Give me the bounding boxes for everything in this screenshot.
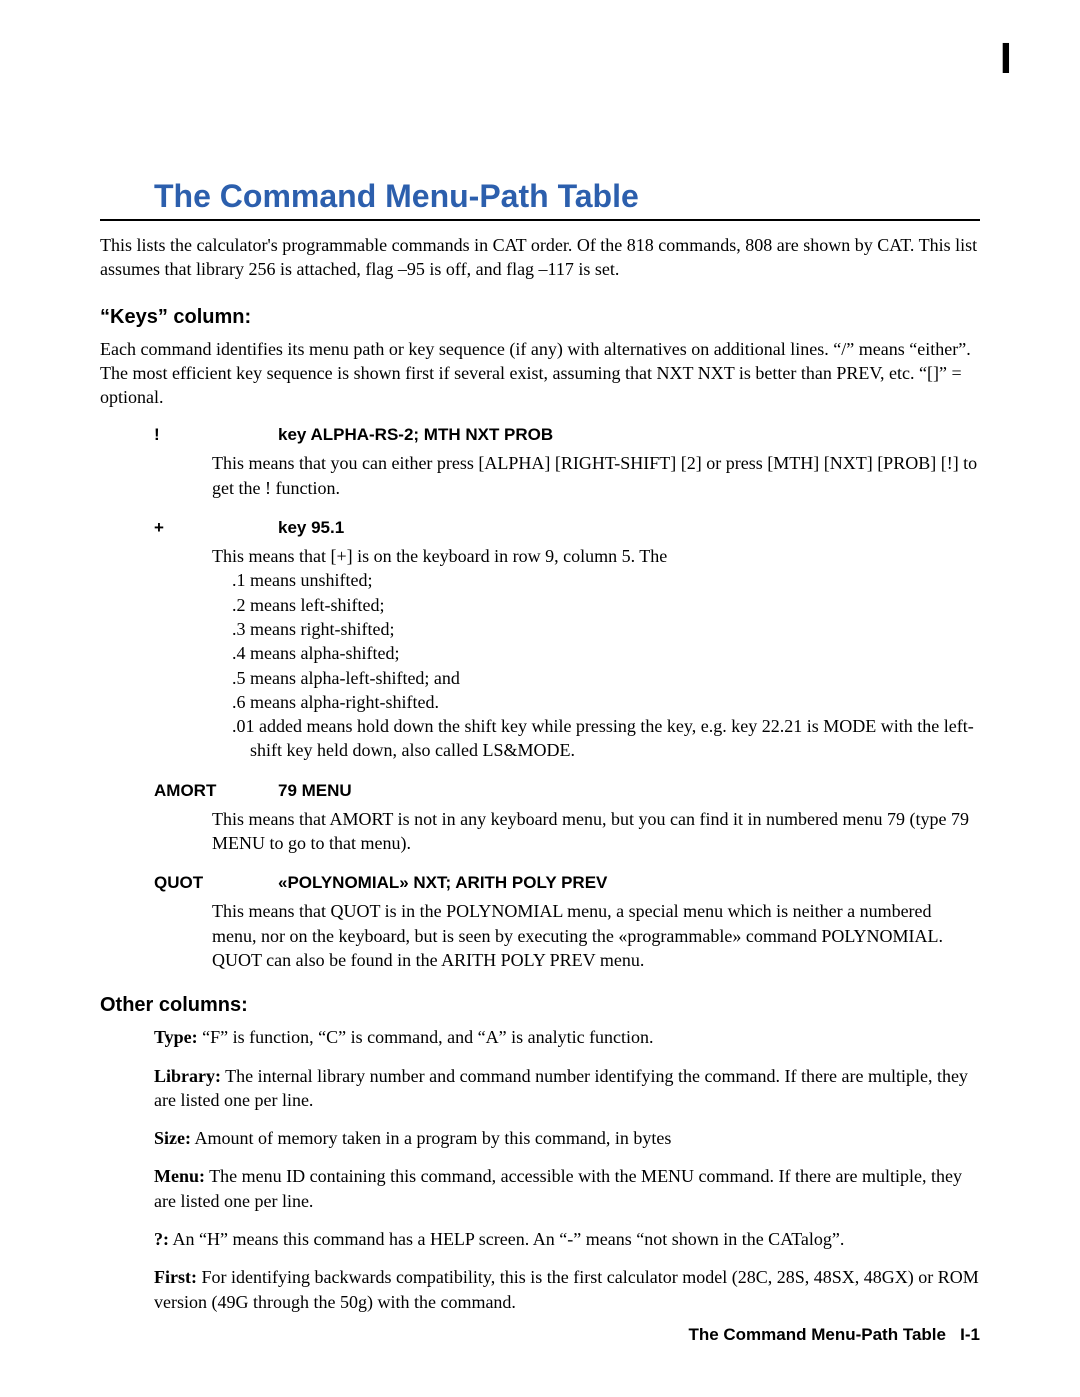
intro-paragraph: This lists the calculator's programmable…	[100, 233, 980, 282]
entry-symbol: !	[154, 425, 278, 445]
chapter-mark: I	[1000, 34, 1012, 84]
entry-key: «POLYNOMIAL» NXT; ARITH POLY PREV	[278, 873, 607, 893]
col-label: Size:	[154, 1128, 191, 1148]
entry-symbol: +	[154, 518, 278, 538]
shift-item-6: .6 means alpha-right-shifted.	[232, 690, 980, 714]
shift-item-5: .5 means alpha-left-shifted; and	[232, 666, 980, 690]
page-footer: The Command Menu-Path Table I-1	[688, 1325, 980, 1345]
shift-item-1: .1 means unshifted;	[232, 568, 980, 592]
entry-body-pre: This means that [+] is on the keyboard i…	[212, 544, 980, 568]
col-size: Size: Amount of memory taken in a progra…	[154, 1126, 980, 1150]
col-label: Menu:	[154, 1166, 205, 1186]
shift-item-3: .3 means right-shifted;	[232, 617, 980, 641]
title-rule: The Command Menu-Path Table	[100, 178, 980, 221]
col-question: ?: An “H” means this command has a HELP …	[154, 1227, 980, 1251]
col-menu: Menu: The menu ID containing this comman…	[154, 1164, 980, 1213]
col-type: Type: “F” is function, “C” is command, a…	[154, 1025, 980, 1049]
col-label: First:	[154, 1267, 197, 1287]
col-text: Amount of memory taken in a program by t…	[191, 1128, 671, 1148]
col-text: An “H” means this command has a HELP scr…	[169, 1229, 844, 1249]
entry-body: This means that AMORT is not in any keyb…	[212, 807, 980, 856]
keys-column-paragraph: Each command identifies its menu path or…	[100, 337, 980, 410]
entry-key: 79 MENU	[278, 781, 352, 801]
col-library: Library: The internal library number and…	[154, 1064, 980, 1113]
entry-body-post: .01 added means hold down the shift key …	[232, 714, 980, 763]
entry-symbol: AMORT	[154, 781, 278, 801]
entry-head: QUOT «POLYNOMIAL» NXT; ARITH POLY PREV	[154, 873, 980, 893]
entry-head: AMORT 79 MENU	[154, 781, 980, 801]
shift-item-4: .4 means alpha-shifted;	[232, 641, 980, 665]
page-title: The Command Menu-Path Table	[154, 178, 980, 215]
col-first: First: For identifying backwards compati…	[154, 1265, 980, 1314]
footer-page: I-1	[960, 1325, 980, 1344]
entry-body: This means that you can either press [AL…	[212, 451, 980, 500]
col-text: “F” is function, “C” is command, and “A”…	[198, 1027, 654, 1047]
shift-item-2: .2 means left-shifted;	[232, 593, 980, 617]
col-label: ?:	[154, 1229, 169, 1249]
keys-column-heading: “Keys” column:	[100, 306, 980, 329]
entry-key: key ALPHA-RS-2; MTH NXT PROB	[278, 425, 553, 445]
col-label: Library:	[154, 1066, 221, 1086]
entry-body: This means that QUOT is in the POLYNOMIA…	[212, 899, 980, 972]
entry-quot: QUOT «POLYNOMIAL» NXT; ARITH POLY PREV T…	[154, 873, 980, 972]
col-text: For identifying backwards compatibility,…	[154, 1267, 979, 1311]
entry-amort: AMORT 79 MENU This means that AMORT is n…	[154, 781, 980, 856]
col-text: The internal library number and command …	[154, 1066, 968, 1110]
footer-title: The Command Menu-Path Table	[688, 1325, 946, 1344]
entry-head: + key 95.1	[154, 518, 980, 538]
shift-list: .1 means unshifted; .2 means left-shifte…	[232, 568, 980, 714]
entry-key: key 95.1	[278, 518, 344, 538]
entry-symbol: QUOT	[154, 873, 278, 893]
page: The Command Menu-Path Table This lists t…	[0, 0, 1080, 1388]
col-label: Type:	[154, 1027, 198, 1047]
entry-exclaim: ! key ALPHA-RS-2; MTH NXT PROB This mean…	[154, 425, 980, 500]
entry-plus: + key 95.1 This means that [+] is on the…	[154, 518, 980, 763]
other-columns-heading: Other columns:	[100, 994, 980, 1017]
other-columns-list: Type: “F” is function, “C” is command, a…	[154, 1025, 980, 1314]
entry-head: ! key ALPHA-RS-2; MTH NXT PROB	[154, 425, 980, 445]
col-text: The menu ID containing this command, acc…	[154, 1166, 962, 1210]
